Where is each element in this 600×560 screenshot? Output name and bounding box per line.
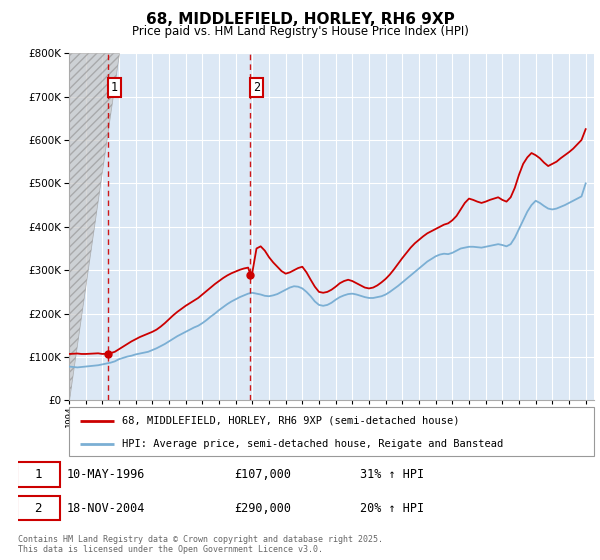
Text: 31% ↑ HPI: 31% ↑ HPI: [360, 468, 424, 481]
Text: £290,000: £290,000: [235, 502, 292, 515]
Text: 68, MIDDLEFIELD, HORLEY, RH6 9XP: 68, MIDDLEFIELD, HORLEY, RH6 9XP: [146, 12, 454, 27]
Text: 10-MAY-1996: 10-MAY-1996: [67, 468, 145, 481]
FancyBboxPatch shape: [17, 496, 59, 520]
FancyBboxPatch shape: [69, 407, 594, 456]
Polygon shape: [69, 53, 119, 400]
Text: 68, MIDDLEFIELD, HORLEY, RH6 9XP (semi-detached house): 68, MIDDLEFIELD, HORLEY, RH6 9XP (semi-d…: [121, 416, 459, 426]
Text: 20% ↑ HPI: 20% ↑ HPI: [360, 502, 424, 515]
Text: Price paid vs. HM Land Registry's House Price Index (HPI): Price paid vs. HM Land Registry's House …: [131, 25, 469, 38]
Text: 2: 2: [34, 502, 42, 515]
Text: 2: 2: [253, 81, 260, 95]
Text: HPI: Average price, semi-detached house, Reigate and Banstead: HPI: Average price, semi-detached house,…: [121, 439, 503, 449]
Text: 18-NOV-2004: 18-NOV-2004: [67, 502, 145, 515]
Text: 1: 1: [34, 468, 42, 481]
Text: Contains HM Land Registry data © Crown copyright and database right 2025.
This d: Contains HM Land Registry data © Crown c…: [18, 535, 383, 554]
Text: 1: 1: [111, 81, 118, 95]
Text: £107,000: £107,000: [235, 468, 292, 481]
FancyBboxPatch shape: [17, 463, 59, 487]
